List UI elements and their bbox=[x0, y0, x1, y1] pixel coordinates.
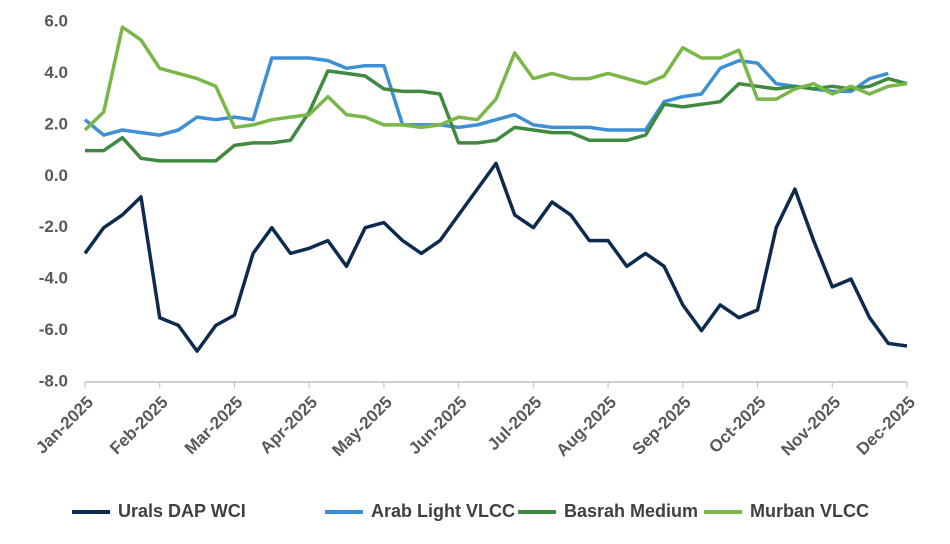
y-tick-label: 2.0 bbox=[44, 114, 68, 133]
series-line bbox=[83, 161, 908, 353]
y-tick-label: -2.0 bbox=[39, 217, 68, 236]
series-line bbox=[83, 56, 889, 137]
x-tick-label: Sep-2025 bbox=[629, 393, 695, 459]
y-tick-label: -8.0 bbox=[39, 371, 68, 390]
legend-label: Basrah Medium bbox=[564, 501, 698, 521]
legend-label: Urals DAP WCI bbox=[118, 501, 246, 521]
x-tick-label: Aug-2025 bbox=[553, 393, 621, 461]
y-tick-label: 6.0 bbox=[44, 11, 68, 30]
x-tick-label: Apr-2025 bbox=[256, 393, 321, 458]
series-line bbox=[83, 25, 908, 132]
x-tick-label: Feb-2025 bbox=[106, 393, 172, 459]
y-tick-label: -6.0 bbox=[39, 320, 68, 339]
legend-label: Arab Light VLCC bbox=[371, 501, 515, 521]
y-tick-label: -4.0 bbox=[39, 269, 68, 288]
x-tick-label: Jan-2025 bbox=[32, 393, 97, 458]
x-tick-label: Oct-2025 bbox=[705, 393, 769, 457]
x-tick-label: May-2025 bbox=[328, 393, 396, 461]
y-tick-label: 4.0 bbox=[44, 63, 68, 82]
x-tick-label: Mar-2025 bbox=[181, 393, 247, 459]
x-tick-label: Dec-2025 bbox=[853, 393, 919, 459]
series-line bbox=[85, 69, 908, 163]
x-tick-label: Nov-2025 bbox=[777, 393, 844, 460]
legend-label: Murban VLCC bbox=[750, 501, 869, 521]
legend: Urals DAP WCI Arab Light VLCC Basrah Mediu… bbox=[72, 501, 869, 521]
x-tick-label: Jul-2025 bbox=[484, 393, 546, 455]
x-tick-label: Jun-2025 bbox=[405, 393, 471, 459]
y-tick-label: 0.0 bbox=[44, 166, 68, 185]
